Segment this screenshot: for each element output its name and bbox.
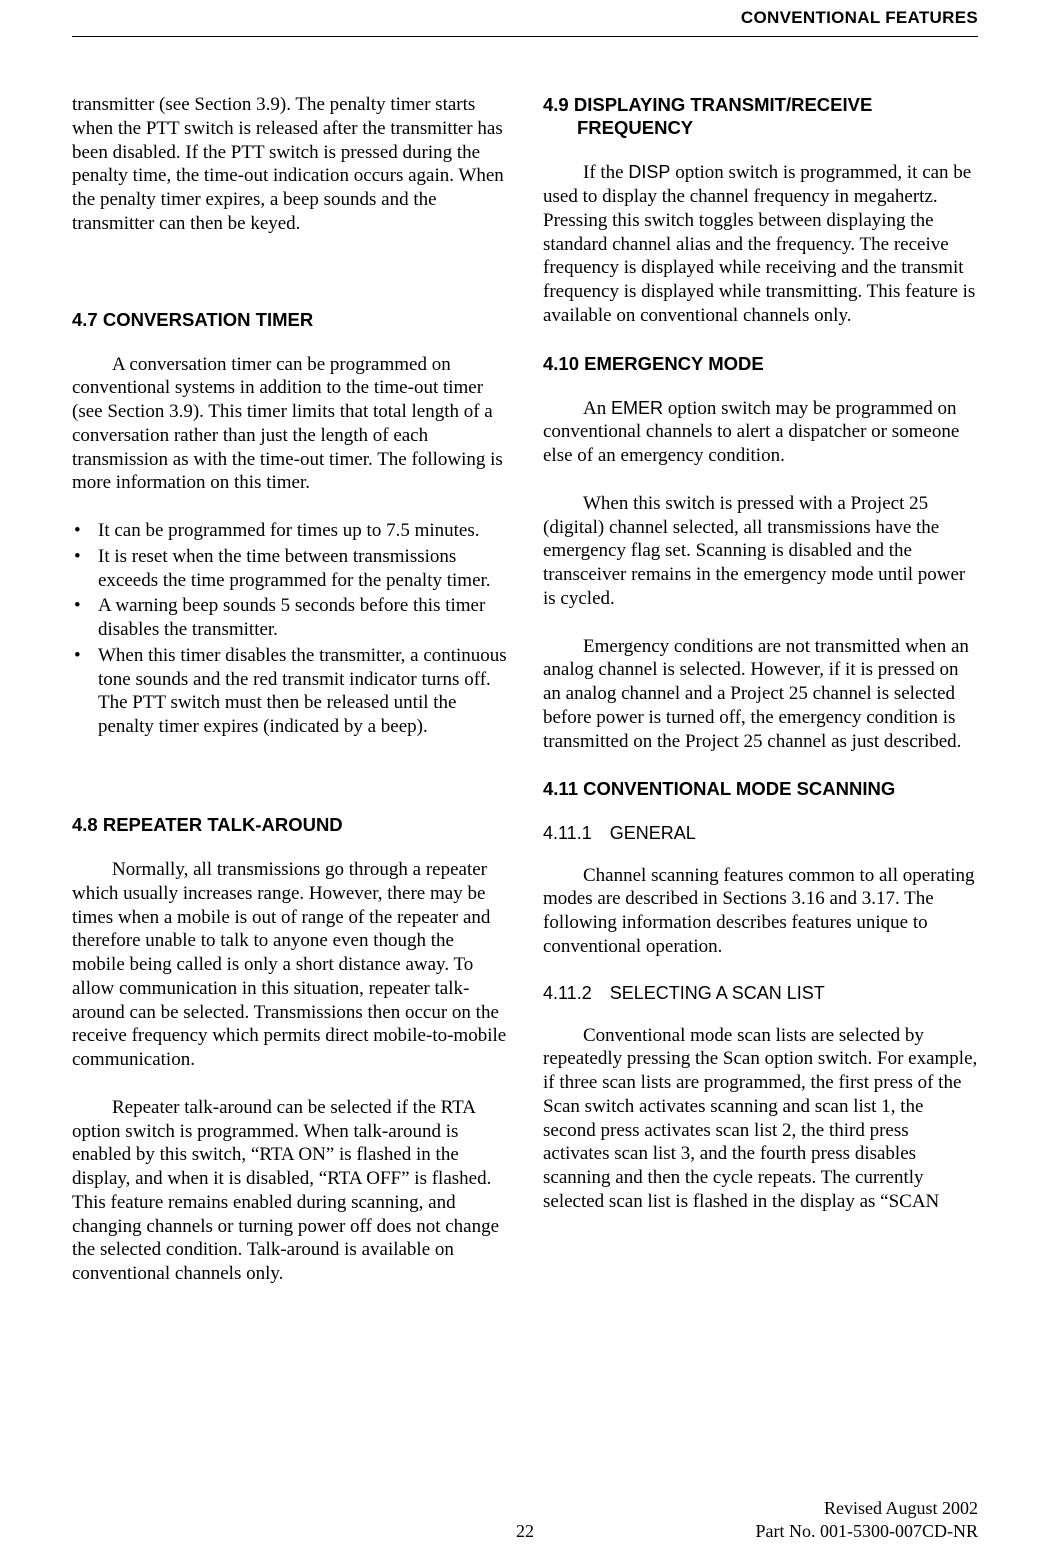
text-run: If the (583, 162, 628, 183)
spacer (543, 753, 978, 777)
para-4-10-2: When this switch is pressed with a Proje… (543, 492, 978, 611)
list-item: It can be programmed for times up to 7.5… (72, 519, 507, 543)
para-4-10-3: Emergency conditions are not transmitted… (543, 635, 978, 754)
para-4-11-2: Conventional mode scan lists are selecte… (543, 1024, 978, 1214)
footer-revised: Revised August 2002 (756, 1497, 979, 1520)
spacer (543, 328, 978, 352)
page-footer: 22 Revised August 2002 Part No. 001-5300… (72, 1521, 978, 1542)
spacer (543, 611, 978, 635)
heading-4-11: 4.11 CONVENTIONAL MODE SCANNING (543, 777, 978, 800)
para-4-10-1: An EMER option switch may be programmed … (543, 397, 978, 468)
spacer (72, 789, 507, 813)
header-rule (72, 36, 978, 37)
heading-line: 4.9 DISPLAYING TRANSMIT/RECEIVE (543, 94, 872, 115)
para-4-7: A conversation timer can be programmed o… (72, 353, 507, 496)
heading-line: FREQUENCY (543, 116, 978, 139)
right-column: 4.9 DISPLAYING TRANSMIT/RECEIVE FREQUENC… (543, 93, 978, 1286)
list-item: A warning beep sounds 5 seconds before t… (72, 594, 507, 642)
para-4-8-1: Normally, all transmissions go through a… (72, 858, 507, 1072)
footer-right: Revised August 2002 Part No. 001-5300-00… (756, 1497, 979, 1542)
heading-4-9: 4.9 DISPLAYING TRANSMIT/RECEIVE FREQUENC… (543, 93, 978, 139)
left-column: transmitter (see Section 3.9). The penal… (72, 93, 507, 1286)
list-item: When this timer disables the transmitter… (72, 644, 507, 739)
para-4-8-2: Repeater talk-around can be selected if … (72, 1096, 507, 1286)
spacer (72, 741, 507, 789)
heading-4-11-1: 4.11.1 GENERAL (543, 823, 978, 844)
para-4-11-1: Channel scanning features common to all … (543, 864, 978, 959)
bullet-list-4-7: It can be programmed for times up to 7.5… (72, 519, 507, 739)
text-run: An (583, 398, 611, 419)
heading-4-10: 4.10 EMERGENCY MODE (543, 352, 978, 375)
spacer (543, 959, 978, 983)
spacer (72, 284, 507, 308)
document-page: CONVENTIONAL FEATURES transmitter (see S… (0, 0, 1050, 1564)
footer-part-no: Part No. 001-5300-007CD-NR (756, 1520, 979, 1543)
running-header: CONVENTIONAL FEATURES (72, 0, 978, 28)
list-item: It is reset when the time between transm… (72, 545, 507, 593)
inline-code-disp: DISP (628, 162, 670, 182)
inline-code-emer: EMER (611, 398, 663, 418)
text-run: option switch is programmed, it can be u… (543, 162, 975, 326)
para-4-9: If the DISP option switch is programmed,… (543, 161, 978, 327)
spacer (543, 468, 978, 492)
para-transmitter-continuation: transmitter (see Section 3.9). The penal… (72, 93, 507, 236)
heading-4-7: 4.7 CONVERSATION TIMER (72, 308, 507, 331)
spacer (72, 495, 507, 519)
spacer (72, 1072, 507, 1096)
heading-4-8: 4.8 REPEATER TALK-AROUND (72, 813, 507, 836)
heading-4-11-2: 4.11.2 SELECTING A SCAN LIST (543, 983, 978, 1004)
spacer (72, 236, 507, 284)
column-container: transmitter (see Section 3.9). The penal… (72, 93, 978, 1286)
